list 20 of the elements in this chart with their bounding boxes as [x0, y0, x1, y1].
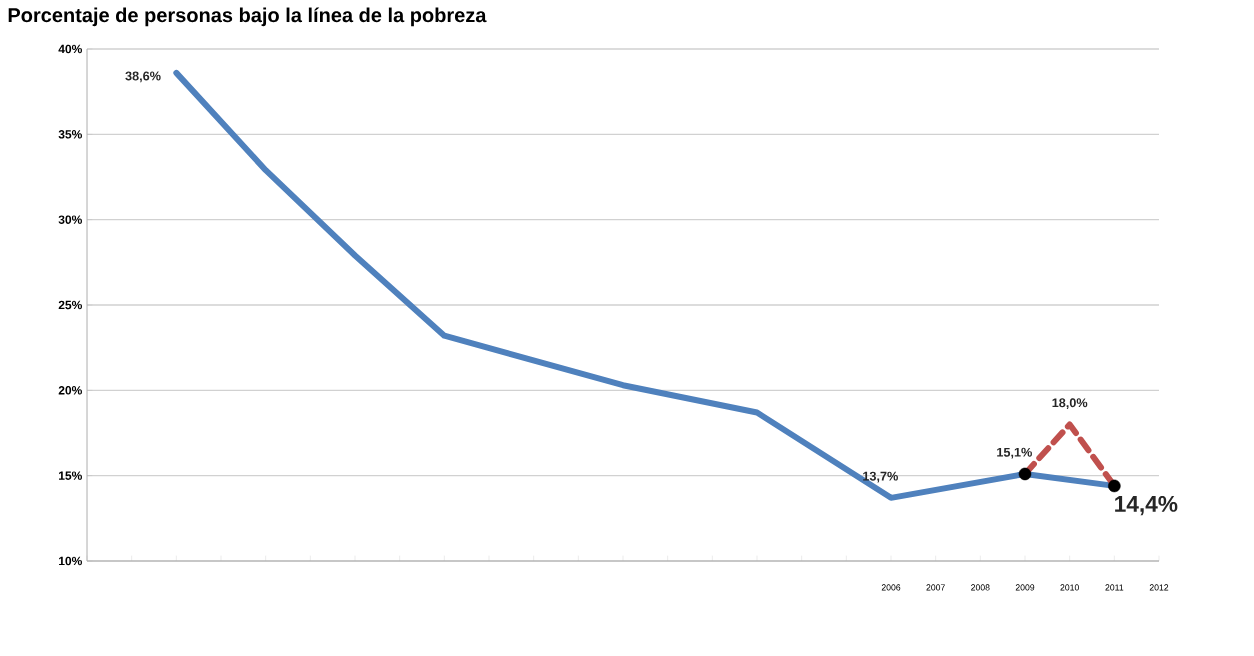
data-label: 15,1% — [997, 447, 1032, 459]
x-tick-label: 2008 — [971, 584, 990, 591]
chart-title: Porcentaje de personas bajo la línea de la pobreza — [8, 7, 487, 27]
x-tick-label: 2012 — [1149, 584, 1169, 591]
y-tick-label: 40% — [58, 44, 82, 54]
x-tick-label: 2011 — [1105, 584, 1124, 591]
data-label: 38,6% — [125, 71, 161, 83]
y-tick-label: 25% — [58, 300, 82, 310]
x-tick-label: 2010 — [1060, 584, 1079, 591]
y-tick-label: 15% — [59, 471, 82, 480]
y-tick-label: 35% — [58, 130, 82, 139]
data-label: 13,7% — [863, 471, 898, 483]
data-label: 14,4% — [1115, 495, 1178, 516]
x-tick-label: 2007 — [926, 584, 945, 591]
x-tick-label: 2006 — [881, 584, 901, 591]
y-tick-label: 30% — [58, 215, 82, 224]
y-tick-label: 10% — [59, 556, 82, 566]
x-tick-label: 2009 — [1015, 584, 1035, 591]
y-tick-label: 20% — [58, 386, 82, 395]
data-label: 18,0% — [1052, 398, 1088, 410]
